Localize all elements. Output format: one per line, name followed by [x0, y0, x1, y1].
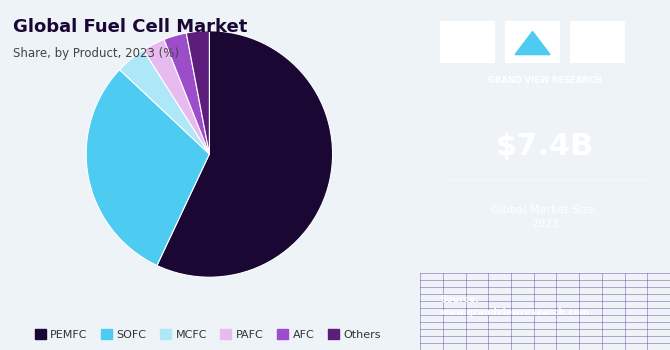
- Wedge shape: [186, 31, 209, 154]
- Polygon shape: [515, 32, 550, 55]
- Wedge shape: [86, 70, 209, 265]
- Wedge shape: [164, 33, 209, 154]
- Text: Global Market Size,
2023: Global Market Size, 2023: [491, 205, 599, 229]
- FancyBboxPatch shape: [570, 21, 625, 63]
- FancyBboxPatch shape: [440, 21, 495, 63]
- Text: Global Fuel Cell Market: Global Fuel Cell Market: [13, 18, 248, 35]
- Text: $7.4B: $7.4B: [496, 133, 594, 161]
- Text: Share, by Product, 2023 (%): Share, by Product, 2023 (%): [13, 47, 180, 60]
- Text: GRAND VIEW RESEARCH: GRAND VIEW RESEARCH: [488, 76, 602, 85]
- Wedge shape: [119, 50, 209, 154]
- Wedge shape: [143, 40, 209, 154]
- Text: Source:
www.grandviewresearch.com: Source: www.grandviewresearch.com: [440, 295, 590, 317]
- Legend: PEMFC, SOFC, MCFC, PAFC, AFC, Others: PEMFC, SOFC, MCFC, PAFC, AFC, Others: [30, 325, 385, 344]
- FancyBboxPatch shape: [505, 21, 560, 63]
- Wedge shape: [157, 31, 332, 277]
